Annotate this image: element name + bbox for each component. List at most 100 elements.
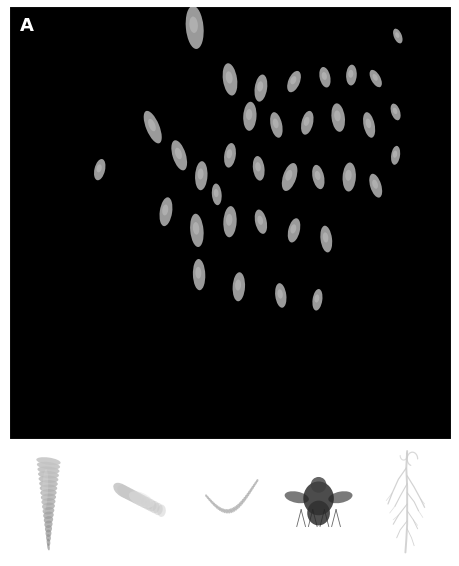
Ellipse shape — [149, 501, 159, 513]
Ellipse shape — [44, 516, 53, 524]
Ellipse shape — [208, 498, 210, 501]
Ellipse shape — [46, 539, 50, 546]
Text: B: B — [13, 452, 27, 470]
Ellipse shape — [307, 500, 329, 525]
Ellipse shape — [225, 214, 232, 226]
Ellipse shape — [369, 174, 381, 198]
Ellipse shape — [157, 504, 165, 517]
Ellipse shape — [345, 65, 356, 85]
Ellipse shape — [220, 508, 223, 512]
Ellipse shape — [392, 29, 402, 44]
Ellipse shape — [162, 204, 168, 216]
Ellipse shape — [342, 162, 355, 191]
Ellipse shape — [347, 70, 353, 78]
Ellipse shape — [231, 508, 233, 513]
Ellipse shape — [47, 543, 50, 550]
Ellipse shape — [254, 75, 267, 102]
Ellipse shape — [42, 469, 48, 512]
Ellipse shape — [319, 226, 331, 252]
Ellipse shape — [113, 483, 131, 498]
Ellipse shape — [246, 109, 252, 120]
Ellipse shape — [148, 119, 156, 131]
Ellipse shape — [37, 466, 59, 474]
Ellipse shape — [217, 507, 219, 510]
Ellipse shape — [133, 493, 147, 506]
Ellipse shape — [390, 146, 399, 165]
Text: A: A — [20, 16, 34, 35]
Ellipse shape — [312, 165, 324, 189]
Ellipse shape — [222, 63, 237, 96]
Ellipse shape — [277, 289, 282, 299]
Ellipse shape — [392, 108, 397, 114]
Ellipse shape — [43, 507, 54, 514]
Ellipse shape — [129, 491, 144, 504]
Ellipse shape — [345, 170, 351, 181]
Ellipse shape — [46, 534, 51, 542]
Ellipse shape — [224, 143, 235, 168]
Ellipse shape — [269, 112, 282, 138]
Ellipse shape — [39, 480, 58, 487]
Ellipse shape — [232, 507, 235, 512]
Ellipse shape — [240, 501, 243, 504]
Ellipse shape — [249, 488, 252, 492]
Ellipse shape — [285, 170, 291, 181]
Ellipse shape — [211, 501, 213, 504]
Ellipse shape — [39, 475, 58, 483]
Ellipse shape — [234, 506, 236, 511]
Ellipse shape — [37, 462, 60, 470]
Ellipse shape — [372, 74, 377, 81]
Ellipse shape — [222, 508, 224, 513]
Ellipse shape — [281, 163, 297, 191]
Ellipse shape — [40, 489, 56, 496]
Ellipse shape — [244, 495, 247, 499]
Ellipse shape — [319, 67, 330, 88]
Ellipse shape — [252, 156, 264, 181]
Ellipse shape — [330, 104, 344, 132]
Ellipse shape — [206, 496, 209, 499]
Ellipse shape — [371, 179, 377, 189]
Ellipse shape — [96, 164, 101, 173]
Ellipse shape — [333, 110, 340, 121]
Ellipse shape — [274, 283, 286, 308]
Ellipse shape — [255, 479, 258, 483]
Ellipse shape — [247, 491, 250, 494]
Ellipse shape — [284, 491, 308, 503]
Ellipse shape — [394, 32, 398, 38]
Ellipse shape — [365, 118, 370, 128]
Ellipse shape — [39, 484, 57, 492]
Ellipse shape — [257, 82, 263, 92]
Ellipse shape — [41, 494, 56, 501]
Ellipse shape — [197, 169, 203, 179]
Ellipse shape — [195, 161, 207, 190]
Ellipse shape — [314, 294, 319, 303]
Ellipse shape — [185, 6, 203, 49]
Ellipse shape — [286, 71, 300, 92]
Ellipse shape — [232, 272, 245, 301]
Ellipse shape — [254, 481, 257, 485]
Ellipse shape — [314, 171, 320, 180]
Ellipse shape — [205, 494, 207, 498]
Ellipse shape — [235, 505, 238, 509]
Ellipse shape — [42, 503, 55, 510]
Ellipse shape — [171, 140, 187, 170]
Ellipse shape — [121, 487, 137, 501]
Ellipse shape — [310, 477, 326, 493]
Ellipse shape — [243, 102, 256, 131]
Ellipse shape — [322, 233, 328, 242]
Ellipse shape — [214, 504, 216, 507]
Ellipse shape — [36, 457, 61, 465]
Ellipse shape — [137, 495, 150, 508]
Ellipse shape — [390, 104, 400, 121]
Ellipse shape — [369, 70, 381, 87]
Ellipse shape — [192, 222, 199, 235]
Ellipse shape — [125, 489, 140, 503]
Ellipse shape — [243, 497, 246, 501]
Ellipse shape — [38, 471, 59, 478]
Ellipse shape — [251, 486, 253, 490]
Ellipse shape — [238, 502, 241, 506]
Ellipse shape — [303, 117, 309, 126]
Ellipse shape — [129, 491, 154, 508]
Ellipse shape — [192, 259, 205, 290]
Ellipse shape — [43, 512, 54, 519]
Ellipse shape — [211, 183, 221, 205]
